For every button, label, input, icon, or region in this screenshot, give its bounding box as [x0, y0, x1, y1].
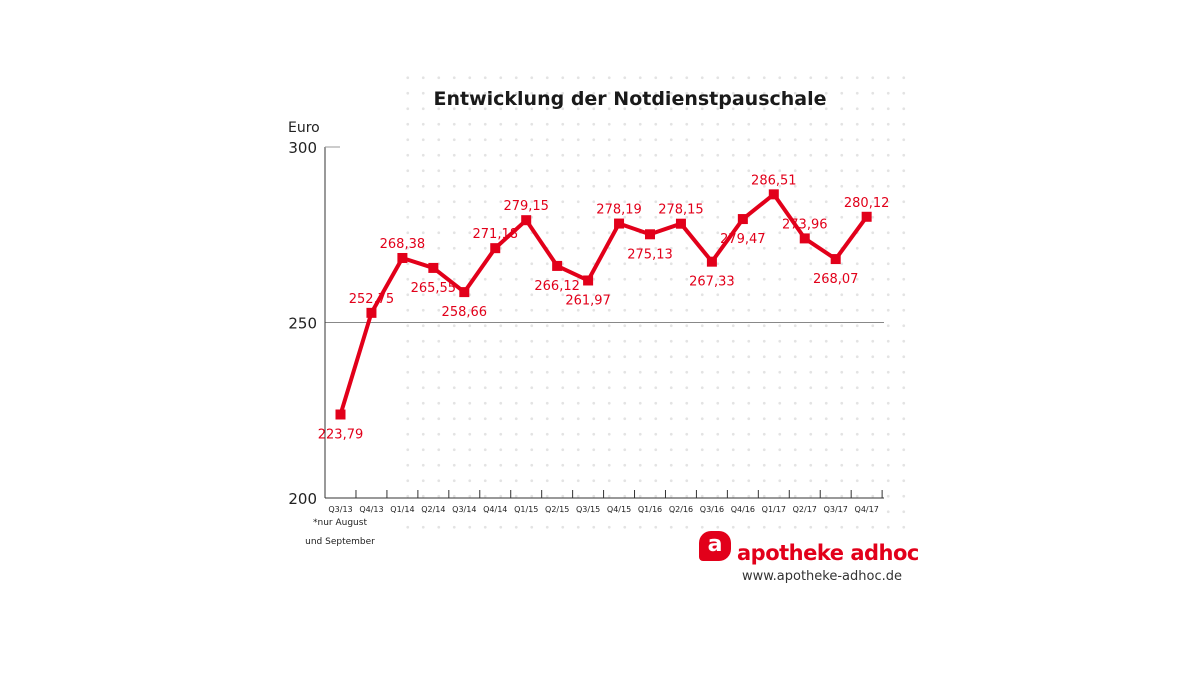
data-label: 286,51	[751, 173, 797, 188]
data-label: 267,33	[689, 275, 735, 290]
data-label: 268,07	[813, 272, 859, 287]
data-label: 280,12	[844, 196, 890, 211]
data-label: 271,18	[473, 227, 519, 242]
data-point	[335, 409, 346, 420]
data-label: 278,19	[596, 203, 642, 218]
x-tick-label: Q1/14	[390, 505, 414, 514]
data-label: 258,66	[442, 305, 488, 320]
data-point	[459, 287, 470, 298]
data-point	[799, 233, 810, 244]
data-label: 279,47	[720, 232, 766, 247]
x-tick-label: Q2/16	[669, 505, 693, 514]
data-point	[614, 218, 625, 229]
data-label: 273,96	[782, 217, 828, 232]
x-tick-label: Q2/17	[793, 505, 817, 514]
brand-url[interactable]: www.apotheke-adhoc.de	[741, 569, 902, 584]
data-point	[737, 214, 748, 225]
y-tick-label: 250	[288, 315, 317, 333]
data-label: 275,13	[627, 247, 673, 262]
x-tick-label: Q4/13	[359, 505, 383, 514]
x-tick-label: Q1/17	[762, 505, 786, 514]
series-line	[338, 192, 869, 416]
data-label: 279,15	[503, 199, 549, 214]
data-point	[366, 307, 377, 318]
y-tick-label: 300	[288, 139, 317, 157]
y-axis-label: Euro	[288, 120, 320, 136]
brand-logo: a apotheke adhoc	[699, 527, 919, 565]
x-tick-label: Q3/17	[824, 505, 848, 514]
x-tick-label: Q2/15	[545, 505, 569, 514]
data-point	[397, 252, 408, 263]
footnote-line-2: und September	[305, 537, 375, 547]
data-point	[861, 211, 872, 222]
data-point	[552, 260, 563, 271]
data-label: 261,97	[565, 293, 611, 308]
data-point	[490, 243, 501, 254]
x-tick-label: Q3/15	[576, 505, 600, 514]
data-label: 266,12	[534, 279, 580, 294]
x-tick-label: Q1/15	[514, 505, 538, 514]
data-point	[768, 189, 779, 200]
y-tick-label: 200	[288, 490, 317, 508]
data-point	[675, 218, 686, 229]
logo-icon: a	[699, 531, 731, 561]
data-label: 265,55	[411, 281, 457, 296]
x-tick-label: Q3/16	[700, 505, 724, 514]
x-tick-label: Q1/16	[638, 505, 662, 514]
data-point	[645, 229, 655, 240]
x-tick-label: Q4/17	[855, 505, 879, 514]
brand-name: apotheke adhoc	[737, 541, 919, 565]
footnote: *nur August und September	[300, 514, 380, 552]
x-tick-label: Q4/16	[731, 505, 755, 514]
data-label: 268,38	[380, 237, 426, 252]
data-label: 278,15	[658, 203, 704, 218]
dotted-background	[400, 70, 915, 530]
x-tick-label: Q3/14	[452, 505, 476, 514]
data-label: 223,79	[318, 427, 364, 442]
x-tick-label: Q2/14	[421, 505, 445, 514]
data-point	[830, 254, 841, 265]
x-tick-label: Q4/14	[483, 505, 507, 514]
data-label: 252,75	[349, 292, 395, 307]
data-point	[706, 256, 717, 267]
data-point	[583, 275, 594, 286]
x-tick-label: Q4/15	[607, 505, 631, 514]
footnote-line-1: *nur August	[313, 518, 367, 528]
data-point	[521, 215, 532, 226]
chart-title: Entwicklung der Notdienstpauschale	[433, 88, 827, 110]
data-point	[428, 262, 439, 273]
x-tick-label: Q3/13	[328, 505, 352, 514]
